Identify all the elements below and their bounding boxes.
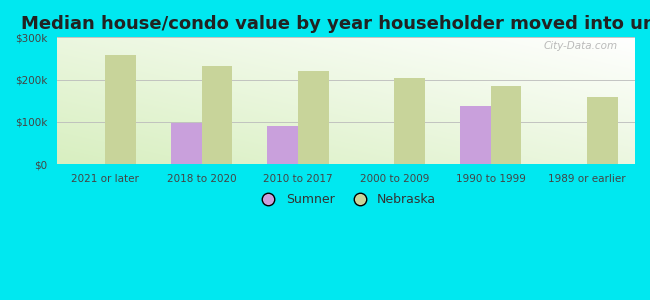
Bar	[394, 78, 425, 164]
Bar	[587, 98, 618, 164]
Legend: Sumner, Nebraska: Sumner, Nebraska	[251, 188, 441, 211]
Bar	[267, 126, 298, 164]
Bar	[171, 123, 202, 164]
Bar	[105, 55, 136, 164]
Title: Median house/condo value by year householder moved into unit: Median house/condo value by year househo…	[21, 15, 650, 33]
Bar	[460, 106, 491, 164]
Text: City-Data.com: City-Data.com	[543, 41, 618, 51]
Bar	[202, 66, 233, 164]
Bar	[298, 71, 329, 164]
Bar	[491, 86, 521, 164]
